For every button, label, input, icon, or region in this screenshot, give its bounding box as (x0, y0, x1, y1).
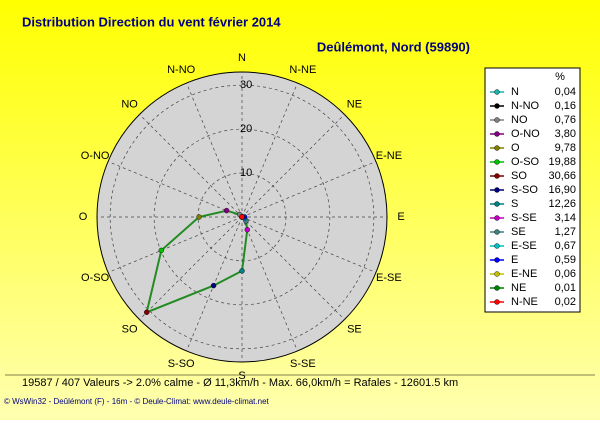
spoke (107, 161, 243, 218)
legend-marker (494, 201, 500, 207)
legend-label: SE (511, 226, 526, 238)
legend-marker (494, 229, 500, 235)
legend-value: 30,66 (548, 170, 576, 182)
grid-ring (197, 172, 287, 262)
r-tick-label: 30 (240, 79, 252, 91)
legend-value: 0,06 (555, 268, 576, 280)
legend-label: O-SO (511, 156, 540, 168)
legend-marker (494, 145, 500, 151)
point (223, 207, 230, 214)
legend-marker (494, 299, 500, 305)
direction-label: N-NE (289, 64, 316, 76)
legend-label: S-SO (511, 184, 538, 196)
legend-label: O (511, 142, 520, 154)
point (210, 282, 217, 289)
point (239, 268, 245, 274)
legend-value: 0,76 (555, 114, 576, 126)
spoke (139, 114, 243, 218)
legend-label: N-NO (511, 100, 540, 112)
direction-label: N (238, 52, 246, 64)
legend-header: % (555, 71, 565, 83)
legend-label: NE (511, 282, 526, 294)
direction-label: O-NO (81, 150, 110, 162)
legend-marker (494, 271, 500, 277)
legend-value: 0,01 (555, 282, 576, 294)
spoke (241, 114, 345, 218)
legend-label: O-NO (511, 128, 540, 140)
legend-label: E-NE (511, 268, 537, 280)
legend-marker (494, 159, 500, 165)
footer: 19587 / 407 Valeurs -> 2.0% calme - Ø 11… (22, 377, 458, 389)
legend-value: 16,90 (548, 184, 576, 196)
legend-label: SO (511, 170, 527, 182)
r-tick-label: 10 (240, 167, 252, 179)
spoke (241, 216, 298, 352)
legend-marker (494, 257, 500, 263)
point (196, 214, 202, 220)
legend-value: 3,80 (555, 128, 576, 140)
point (239, 214, 245, 220)
direction-label: NE (347, 98, 362, 110)
spoke (241, 82, 298, 218)
legend-label: N-NE (511, 296, 538, 308)
direction-label: E-NE (376, 150, 402, 162)
point (158, 247, 164, 254)
legend-value: 19,88 (548, 156, 576, 168)
legend-label: NO (511, 114, 528, 126)
chart-subtitle: Deûlémont, Nord (59890) (317, 39, 470, 54)
legend-label: E (511, 254, 518, 266)
legend-marker (494, 243, 500, 249)
legend-value: 12,26 (548, 198, 576, 210)
direction-label: SO (122, 323, 138, 335)
legend-label: E-SE (511, 240, 537, 252)
direction-label: S-SO (168, 358, 195, 370)
grid-ring (153, 128, 331, 306)
grid-ring (109, 84, 375, 350)
legend-marker (494, 103, 500, 109)
legend-label: N (511, 86, 519, 98)
direction-label: SE (347, 323, 362, 335)
r-tick-label: 20 (240, 123, 252, 135)
legend-value: 9,78 (555, 142, 576, 154)
legend-value: 0,02 (555, 296, 576, 308)
legend-value: 0,59 (555, 254, 576, 266)
legend-marker (494, 89, 500, 95)
legend-marker (494, 187, 500, 193)
direction-label: NO (121, 98, 138, 110)
legend-label: S-SE (511, 212, 537, 224)
legend-marker (494, 285, 500, 291)
legend-marker (494, 173, 500, 179)
legend-label: S (511, 198, 518, 210)
legend-marker (494, 131, 500, 137)
spoke (241, 216, 377, 273)
direction-label: N-NO (167, 64, 196, 76)
chart-title: Distribution Direction du vent février 2… (22, 14, 281, 29)
point (244, 227, 250, 233)
spoke (241, 216, 345, 320)
direction-label: S (238, 370, 245, 382)
point (144, 309, 150, 315)
spoke (139, 216, 243, 320)
legend-value: 3,14 (555, 212, 576, 224)
spoke (107, 216, 243, 273)
legend-value: 0,16 (555, 100, 576, 112)
credit: © WsWin32 - Deûlémont (F) - 16m - © Deul… (4, 397, 270, 406)
spoke (186, 82, 243, 218)
direction-label: O-SO (81, 272, 110, 284)
legend-marker (494, 117, 500, 123)
spoke (241, 161, 377, 218)
legend-value: 1,27 (555, 226, 576, 238)
direction-label: E (397, 211, 404, 223)
direction-label: E-SE (376, 272, 402, 284)
legend-value: 0,04 (555, 86, 576, 98)
direction-label: O (79, 211, 88, 223)
legend-marker (494, 215, 500, 221)
legend-value: 0,67 (555, 240, 576, 252)
direction-label: S-SE (290, 358, 316, 370)
